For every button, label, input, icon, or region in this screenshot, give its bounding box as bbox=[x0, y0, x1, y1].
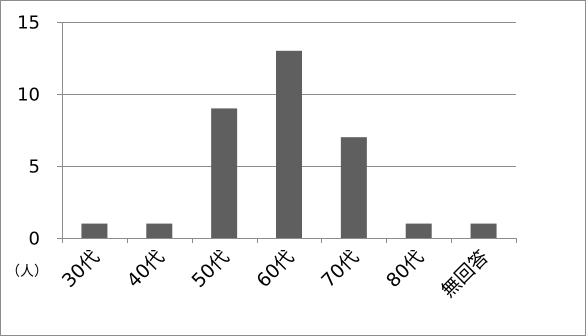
x-category-label: 70代 bbox=[317, 246, 363, 292]
bar-80代 bbox=[405, 223, 432, 238]
bar-60代 bbox=[276, 50, 302, 238]
x-category-label: 50代 bbox=[188, 246, 234, 292]
bar-50代 bbox=[211, 108, 238, 239]
y-tick-label: 15 bbox=[17, 13, 40, 34]
x-category-label: 60代 bbox=[252, 246, 298, 292]
bars bbox=[81, 50, 497, 239]
unit-label: （人） bbox=[6, 264, 48, 280]
bar-30代 bbox=[81, 223, 108, 238]
bar-無回答 bbox=[470, 223, 497, 238]
y-tick-label: 5 bbox=[29, 157, 40, 178]
x-category-label: 40代 bbox=[123, 246, 169, 292]
axes bbox=[57, 22, 517, 243]
y-tick-label: 0 bbox=[29, 229, 40, 250]
y-tick-label: 10 bbox=[17, 85, 40, 106]
x-category-label: 80代 bbox=[382, 246, 428, 292]
bar-40代 bbox=[146, 223, 173, 238]
labels: 0 5 10 15 30代 40代 50代 60代 70代 80代 無回答 bbox=[17, 13, 493, 302]
x-category-label: 30代 bbox=[58, 246, 104, 292]
x-category-label: 無回答 bbox=[437, 246, 493, 302]
bar-70代 bbox=[340, 137, 367, 238]
